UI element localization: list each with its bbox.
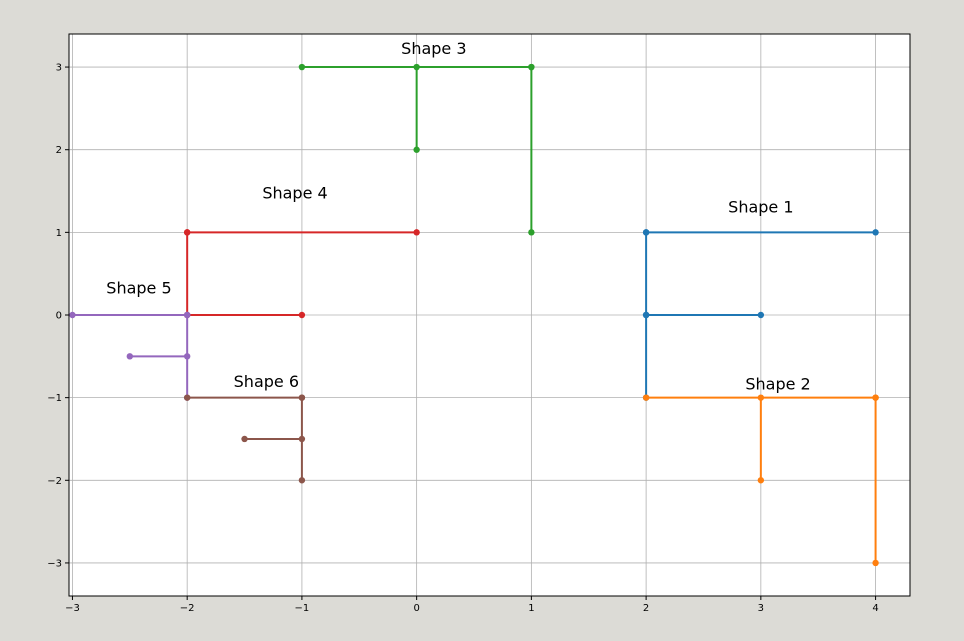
y-tick-label: −1 [47, 393, 62, 404]
series-shape-6 [183, 394, 306, 484]
y-tick-label: 0 [56, 311, 62, 322]
x-tick-label: 1 [528, 603, 534, 614]
shape-labels: Shape 1 Shape 2 Shape 3 Shape 4 Shape 5 Shape… [106, 39, 810, 394]
vertex-point [298, 63, 306, 71]
vertex-point [757, 477, 765, 484]
shape-label: Shape 6 [234, 372, 299, 391]
vertex-point [872, 229, 879, 236]
vertex-point [642, 229, 650, 236]
vertex-point [298, 477, 306, 484]
y-tick-label: −2 [47, 476, 62, 487]
y-tick-label: 3 [56, 63, 62, 74]
vertex-point [126, 353, 134, 360]
x-tick-label: 3 [758, 603, 764, 614]
vertex-point [528, 229, 535, 236]
shape-label: Shape 3 [401, 39, 466, 58]
vertex-point [413, 63, 420, 71]
y-tick-label: 1 [56, 228, 62, 239]
series-shape-3 [298, 63, 535, 236]
y-tick-label: 2 [56, 145, 62, 156]
x-tick-label: −2 [180, 603, 195, 614]
vertex-point [183, 353, 191, 360]
shape-label: Shape 1 [728, 198, 793, 217]
vertex-point [183, 311, 191, 319]
vertex-point [183, 394, 191, 401]
vertex-point [413, 146, 420, 153]
vertex-point [642, 311, 650, 319]
vertex-point [298, 435, 306, 443]
vertex-point [241, 435, 248, 443]
x-tick-label: 2 [643, 603, 649, 614]
vertex-point [298, 311, 306, 319]
vertex-point [69, 311, 76, 319]
series-shape-2 [642, 394, 879, 567]
vertex-point [298, 394, 306, 401]
series-shape-1 [642, 229, 879, 401]
vertex-point [872, 394, 879, 401]
x-tick-label: 0 [413, 603, 419, 614]
shape-label: Shape 4 [262, 184, 327, 203]
vertex-point [183, 229, 191, 236]
axis-ticks: −3 −2 −1 0 1 2 3 4 −3 −2 −1 0 1 2 3 [47, 63, 879, 614]
x-tick-label: 4 [872, 603, 878, 614]
vertex-point [642, 394, 650, 401]
vertex-point [757, 394, 765, 401]
y-tick-label: −3 [47, 558, 62, 569]
vertex-point [528, 63, 535, 71]
shape-label: Shape 2 [745, 374, 810, 393]
vertex-point [757, 311, 765, 319]
shape-label: Shape 5 [106, 279, 171, 298]
vertex-point [872, 559, 879, 567]
vertex-point [413, 229, 420, 236]
x-tick-label: −3 [65, 603, 80, 614]
series-layer [69, 63, 879, 567]
x-tick-label: −1 [295, 603, 310, 614]
